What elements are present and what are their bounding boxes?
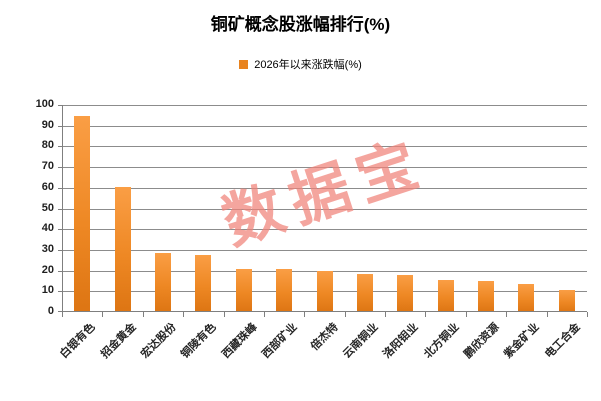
x-axis-label: 白银有色 (58, 321, 98, 361)
x-axis-label: 倍杰特 (308, 321, 341, 353)
y-axis-label: 30 (41, 242, 54, 255)
gridline (62, 249, 587, 251)
x-axis-label: 鹏欣资源 (462, 321, 502, 361)
x-axis-tick (506, 312, 508, 317)
gridline (62, 187, 587, 189)
y-axis-label: 90 (41, 118, 54, 131)
x-axis-tick (183, 312, 185, 317)
legend-label: 2026年以来涨跌幅(%) (254, 59, 362, 71)
x-axis-label: 西藏珠峰 (219, 321, 260, 361)
x-axis-tick (587, 312, 588, 317)
x-axis-label: 招金黄金 (98, 321, 139, 361)
bar (437, 279, 454, 312)
x-axis-label: 宏达股份 (138, 321, 179, 361)
y-axis-tick (58, 187, 62, 189)
gridline (62, 105, 587, 106)
watermark: 数据宝 (214, 128, 436, 257)
y-axis-tick (58, 167, 62, 169)
bar (356, 273, 373, 312)
y-axis-label: 70 (41, 160, 54, 173)
x-axis-tick (62, 312, 63, 317)
bar (397, 274, 414, 312)
y-axis-tick (58, 311, 62, 312)
bar (114, 186, 131, 312)
x-axis-tick (344, 312, 346, 317)
x-axis-label: 紫金矿业 (502, 321, 543, 361)
legend: 2026年以来涨跌幅(%) (0, 56, 601, 72)
bar (154, 253, 171, 312)
bar (478, 280, 495, 312)
y-axis-line (62, 105, 63, 312)
y-axis-label: 80 (41, 139, 54, 152)
x-axis-label: 西部矿业 (260, 321, 300, 361)
x-axis-label: 北方铜业 (421, 321, 462, 361)
y-axis-label: 20 (41, 263, 54, 276)
gridline (62, 229, 587, 231)
y-axis-label: 60 (41, 180, 54, 193)
x-axis-label: 铜陵有色 (179, 321, 219, 361)
y-axis-tick (58, 229, 62, 231)
x-axis-label: 洛阳钼业 (381, 321, 421, 361)
y-axis-tick (58, 291, 62, 293)
bar (518, 284, 535, 312)
gridline (62, 167, 587, 169)
y-axis-tick (58, 125, 62, 127)
x-axis-tick (304, 312, 306, 317)
bar (316, 270, 333, 312)
y-axis-tick (58, 270, 62, 272)
legend-swatch-icon (239, 59, 249, 69)
x-axis-label: 电工合金 (542, 321, 583, 361)
y-axis-tick (58, 146, 62, 148)
x-axis-tick (263, 312, 265, 317)
y-axis-label: 0 (47, 305, 54, 317)
gridline (62, 125, 587, 127)
gridline (62, 208, 587, 210)
bar (74, 116, 91, 312)
x-axis-tick (102, 312, 104, 317)
x-axis-tick (546, 312, 548, 317)
bar (558, 290, 575, 312)
y-axis-label: 40 (41, 222, 54, 235)
y-axis-tick (58, 105, 62, 106)
bar (195, 255, 212, 312)
x-axis-tick (425, 312, 427, 317)
bar (276, 268, 293, 312)
y-axis-tick (58, 249, 62, 251)
y-axis-label: 100 (35, 98, 54, 110)
x-axis-tick (223, 312, 225, 317)
x-axis-line (62, 311, 587, 312)
bar (235, 268, 252, 312)
x-axis-label: 云南铜业 (340, 321, 381, 361)
x-axis-tick (465, 312, 467, 317)
x-axis-tick (142, 312, 144, 317)
y-axis-tick (58, 208, 62, 210)
y-axis-label: 50 (41, 201, 54, 214)
y-axis-label: 10 (41, 284, 54, 297)
chart-title: 铜矿概念股涨幅排行(%) (210, 15, 391, 34)
x-axis-tick (385, 312, 387, 317)
plot-area: 数据宝 0 10 20 30 40 50 60 70 80 90 100 白银有色 招金黄金 宏达股份 铜陵… (36, 98, 588, 361)
gridline (62, 146, 587, 148)
